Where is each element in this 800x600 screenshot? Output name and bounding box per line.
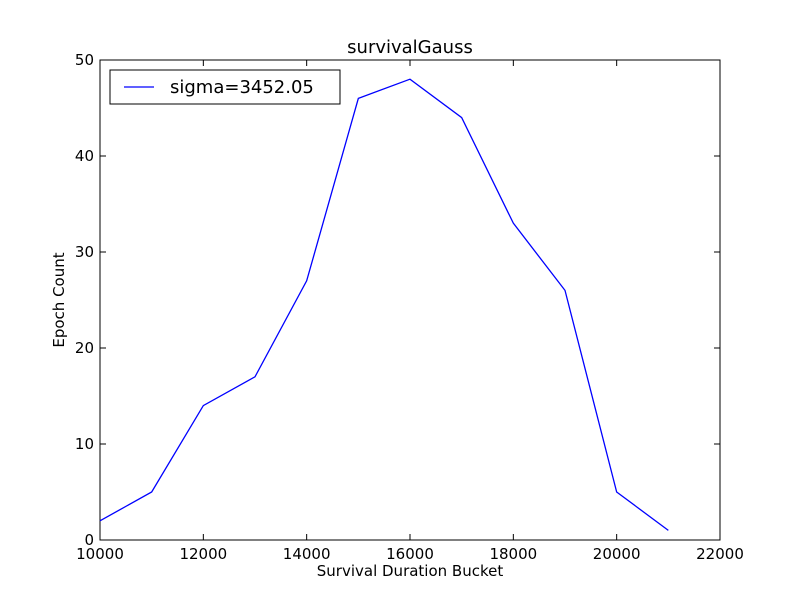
plot-frame [99,59,721,541]
legend-series-label: sigma=3452.05 [170,77,314,98]
y-tick-label: 50 [75,51,94,69]
y-tick-label: 40 [75,147,94,165]
series-lines [99,78,669,531]
x-tick-label: 12000 [179,545,227,563]
legend: sigma=3452.05 [109,69,341,105]
x-tick-label: 18000 [489,545,537,563]
y-tick-label: 10 [75,435,94,453]
x-tick-label: 10000 [76,545,124,563]
x-ticks: 10000 12000 14000 16000 18000 20000 22000 [76,60,744,563]
x-tick-label: 16000 [386,545,434,563]
series-line-0 [99,78,669,531]
y-tick-label: 0 [84,531,94,549]
y-axis-label: Epoch Count [50,252,68,347]
plot-area: 10000 12000 14000 16000 18000 20000 22000 0 10 2… [75,51,744,563]
x-tick-label: 22000 [696,545,744,563]
y-ticks: 0 10 20 30 40 50 [75,51,720,549]
y-tick-label: 20 [75,339,94,357]
chart-title: survivalGauss [347,37,473,58]
x-tick-label: 20000 [593,545,641,563]
x-tick-label: 14000 [283,545,331,563]
x-axis-label: Survival Duration Bucket [317,562,504,580]
y-tick-label: 30 [75,243,94,261]
